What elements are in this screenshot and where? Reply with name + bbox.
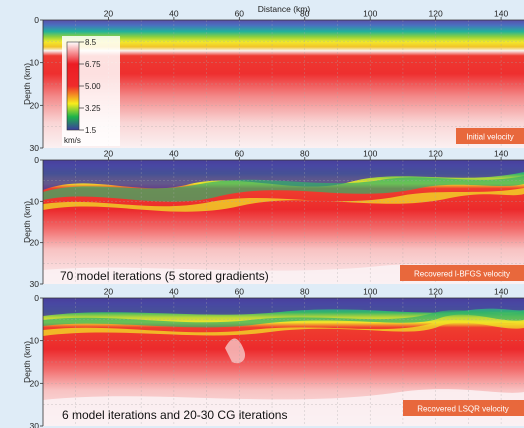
- panel-annotations: Initial velocity Recovered l-BFGS veloci…: [60, 128, 524, 422]
- x-tick-label: 100: [363, 149, 377, 159]
- panel-label-box: [456, 128, 524, 144]
- x-tick-label: 140: [494, 287, 508, 297]
- x-tick-label: 80: [300, 149, 310, 159]
- y-tick-label: 20: [30, 378, 40, 388]
- colorbar-tick-label: 6.75: [85, 60, 101, 69]
- colorbar-ticks: 8.5 6.75 5.00 3.25 1.5: [79, 38, 101, 135]
- velocity-texture: [43, 298, 524, 426]
- y-tick-label: 20: [30, 238, 40, 248]
- panel-label-initial: Initial velocity: [466, 133, 514, 142]
- colorbar-unit: km/s: [64, 136, 81, 145]
- y-tick-label: 30: [30, 279, 40, 289]
- x-tick-label: 140: [494, 149, 508, 159]
- y-tick-label: 0: [34, 155, 39, 165]
- y-tick-label: 10: [30, 196, 40, 206]
- x-tick-label: 20: [104, 9, 114, 19]
- x-tick-label: 120: [429, 9, 443, 19]
- caption-lbfgs: 70 model iterations (5 stored gradients): [60, 269, 269, 283]
- x-tick-label: 120: [429, 287, 443, 297]
- colorbar-tick-label: 5.00: [85, 82, 101, 91]
- x-tick-label: 40: [169, 9, 179, 19]
- x-tick-label: 60: [235, 9, 245, 19]
- panel-grid: [43, 20, 524, 148]
- x-tick-label: 60: [235, 287, 245, 297]
- x-tick-label: 100: [363, 9, 377, 19]
- x-tick-label: 80: [300, 287, 310, 297]
- panel-label-lbfgs: Recovered l-BFGS velocity: [414, 270, 510, 279]
- y-axis-title: Depth (km): [22, 341, 32, 383]
- y-tick-label: 20: [30, 100, 40, 110]
- x-tick-label: 80: [300, 9, 310, 19]
- panel-label-box: [403, 400, 524, 416]
- y-tick-label: 30: [30, 143, 40, 153]
- y-tick-label: 10: [30, 58, 40, 68]
- x-tick-label: 40: [169, 149, 179, 159]
- panel-grid: [43, 160, 524, 284]
- x-tick-label: 120: [429, 149, 443, 159]
- caption-lsqr: 6 model iterations and 20-30 CG iteratio…: [62, 408, 287, 422]
- colorbar: 8.5 6.75 5.00 3.25 1.5 km/s: [62, 36, 120, 146]
- distance-axis-title: Distance (km): [258, 4, 311, 14]
- x-tick-label: 40: [169, 287, 179, 297]
- panel-label-lsqr: Recovered LSQR velocity: [417, 405, 509, 414]
- panel-grid: [43, 298, 524, 426]
- colorbar-gradient: [66, 41, 80, 131]
- x-tick-label: 140: [494, 9, 508, 19]
- colorbar-tick-label: 3.25: [85, 104, 101, 113]
- panel-lsqr: [43, 298, 524, 426]
- panel-label-box: [400, 265, 524, 281]
- colorbar-tick-label: 8.5: [85, 38, 97, 47]
- y-tick-label: 30: [30, 421, 40, 428]
- x-tick-label: 20: [104, 149, 114, 159]
- y-tick-label: 0: [34, 293, 39, 303]
- x-tick-label: 20: [104, 287, 114, 297]
- panel-initial: [43, 20, 524, 148]
- x-tick-label: 60: [235, 149, 245, 159]
- y-axis-title: Depth (km): [22, 201, 32, 243]
- y-tick-label: 0: [34, 15, 39, 25]
- y-axis-title: Depth (km): [22, 63, 32, 105]
- colorbar-tick-label: 1.5: [85, 126, 97, 135]
- x-tick-label: 100: [363, 287, 377, 297]
- y-tick-label: 10: [30, 336, 40, 346]
